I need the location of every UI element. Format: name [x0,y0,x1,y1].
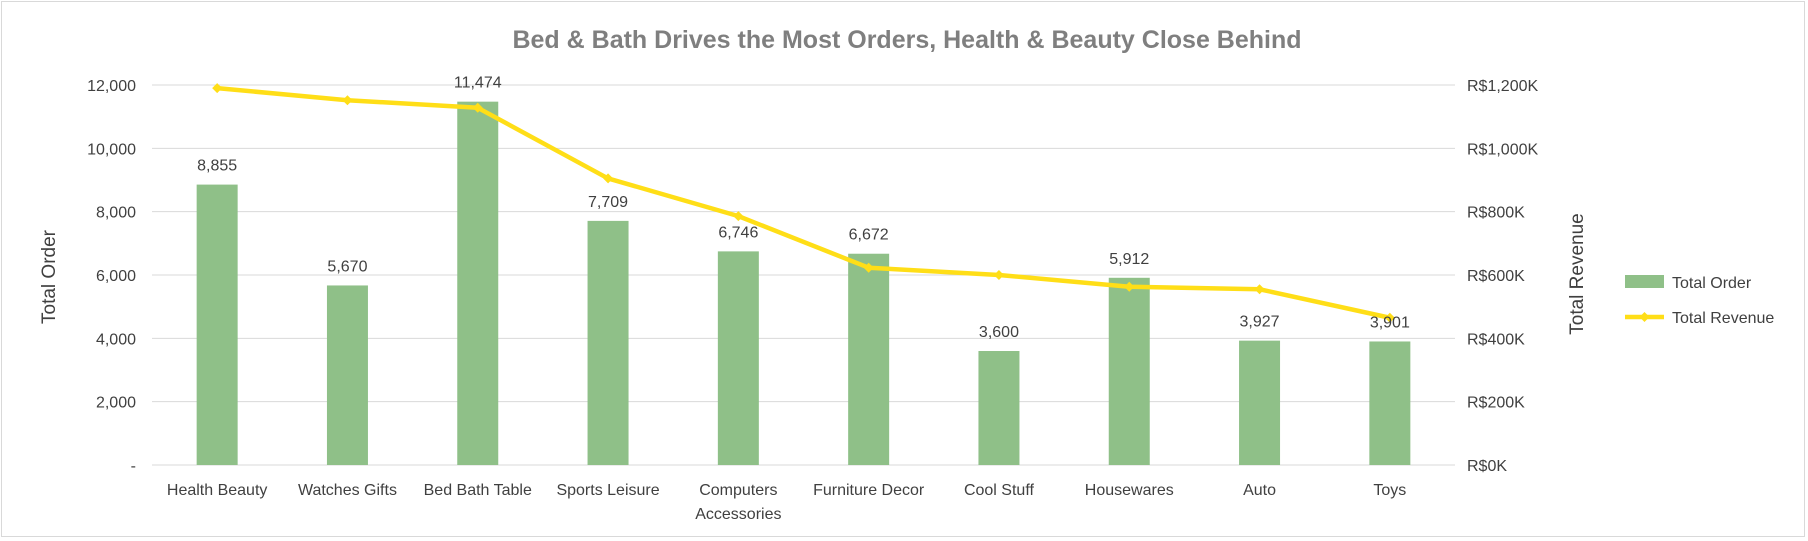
revenue-line [214,85,1393,320]
legend-item-total-order: Total Order [1625,275,1752,292]
y2-tick-label: R$800K [1467,205,1525,222]
y-tick-label: 2,000 [96,395,136,412]
bar [326,285,368,465]
y-tick-label: 6,000 [96,268,136,285]
category-label: Computers [699,482,777,499]
y2-tick-label: R$1,200K [1467,78,1538,95]
bar-data-label: 3,600 [979,324,1019,341]
bar-data-label: 5,670 [327,258,367,275]
bar-data-label: 3,927 [1240,314,1280,331]
bar [1108,277,1150,465]
bar [457,101,499,465]
line-series-total-revenue [212,83,1395,323]
revenue-marker [212,83,223,94]
category-label: Toys [1373,482,1406,499]
bar-data-label: 8,855 [197,158,237,175]
category-label: Cool Stuff [964,482,1035,499]
category-label: Watches Gifts [298,482,397,499]
legend-label: Total Order [1672,275,1752,292]
y2-tick-label: R$1,000K [1467,141,1538,158]
revenue-marker [1254,284,1265,295]
gridlines [152,84,1455,466]
left-axis-title: Total Order [39,229,60,324]
legend-swatch-bar [1625,275,1664,288]
bar [587,220,629,465]
y2-tick-label: R$0K [1467,458,1507,475]
revenue-marker [342,95,353,106]
legend-label: Total Revenue [1672,310,1774,327]
revenue-marker [1384,312,1395,323]
left-axis-ticks: - 2,000 4,000 6,000 8,000 10,000 12,000 [87,78,136,475]
y2-tick-label: R$400K [1467,331,1525,348]
y2-tick-label: R$200K [1467,395,1525,412]
right-axis-title: Total Revenue [1567,213,1588,334]
bar [1369,341,1411,465]
bar [196,184,238,465]
bar-data-label: 7,709 [588,194,628,211]
y-tick-label: 8,000 [96,205,136,222]
category-label: Housewares [1085,482,1174,499]
revenue-marker [863,262,874,273]
category-label: Bed Bath Table [424,482,532,499]
revenue-marker [603,173,614,184]
y-tick-label: 4,000 [96,331,136,348]
legend: Total Order Total Revenue [1625,275,1774,327]
bar-data-label: 5,912 [1109,251,1149,268]
bar [717,251,759,465]
chart-title: Bed & Bath Drives the Most Orders, Healt… [512,26,1301,54]
bar-data-label: 6,746 [718,224,758,241]
y-tick-label: 10,000 [87,141,136,158]
category-label: Health Beauty [167,482,268,499]
y-tick-label: 12,000 [87,78,136,95]
revenue-marker [993,270,1004,280]
revenue-marker [472,102,483,113]
legend-item-total-revenue: Total Revenue [1625,310,1774,327]
category-label: Auto [1243,482,1276,499]
bar-series-total-order [196,101,1411,465]
category-label: Sports Leisure [556,482,659,499]
bar-data-label: 11,474 [454,75,502,92]
right-axis-ticks: R$0K R$200K R$400K R$600K R$800K R$1,000K R$1,… [1467,78,1538,475]
data-labels: 8,855 5,670 11,474 7,709 6,746 6,672 3,600 5,91… [197,75,1410,341]
bar [848,253,890,465]
y-tick-label: - [131,458,136,475]
bar-data-label: 6,672 [849,227,889,244]
category-label: Accessories [695,506,781,523]
revenue-marker [1124,281,1135,292]
legend-swatch-marker [1639,312,1650,322]
bar [978,351,1020,465]
category-labels: Health Beauty Watches Gifts Bed Bath Table… [167,482,1406,523]
category-label: Furniture Decor [813,482,925,499]
bar-data-label: 3,901 [1370,314,1410,331]
revenue-marker [733,211,744,222]
bar [1239,340,1281,465]
y2-tick-label: R$600K [1467,268,1525,285]
